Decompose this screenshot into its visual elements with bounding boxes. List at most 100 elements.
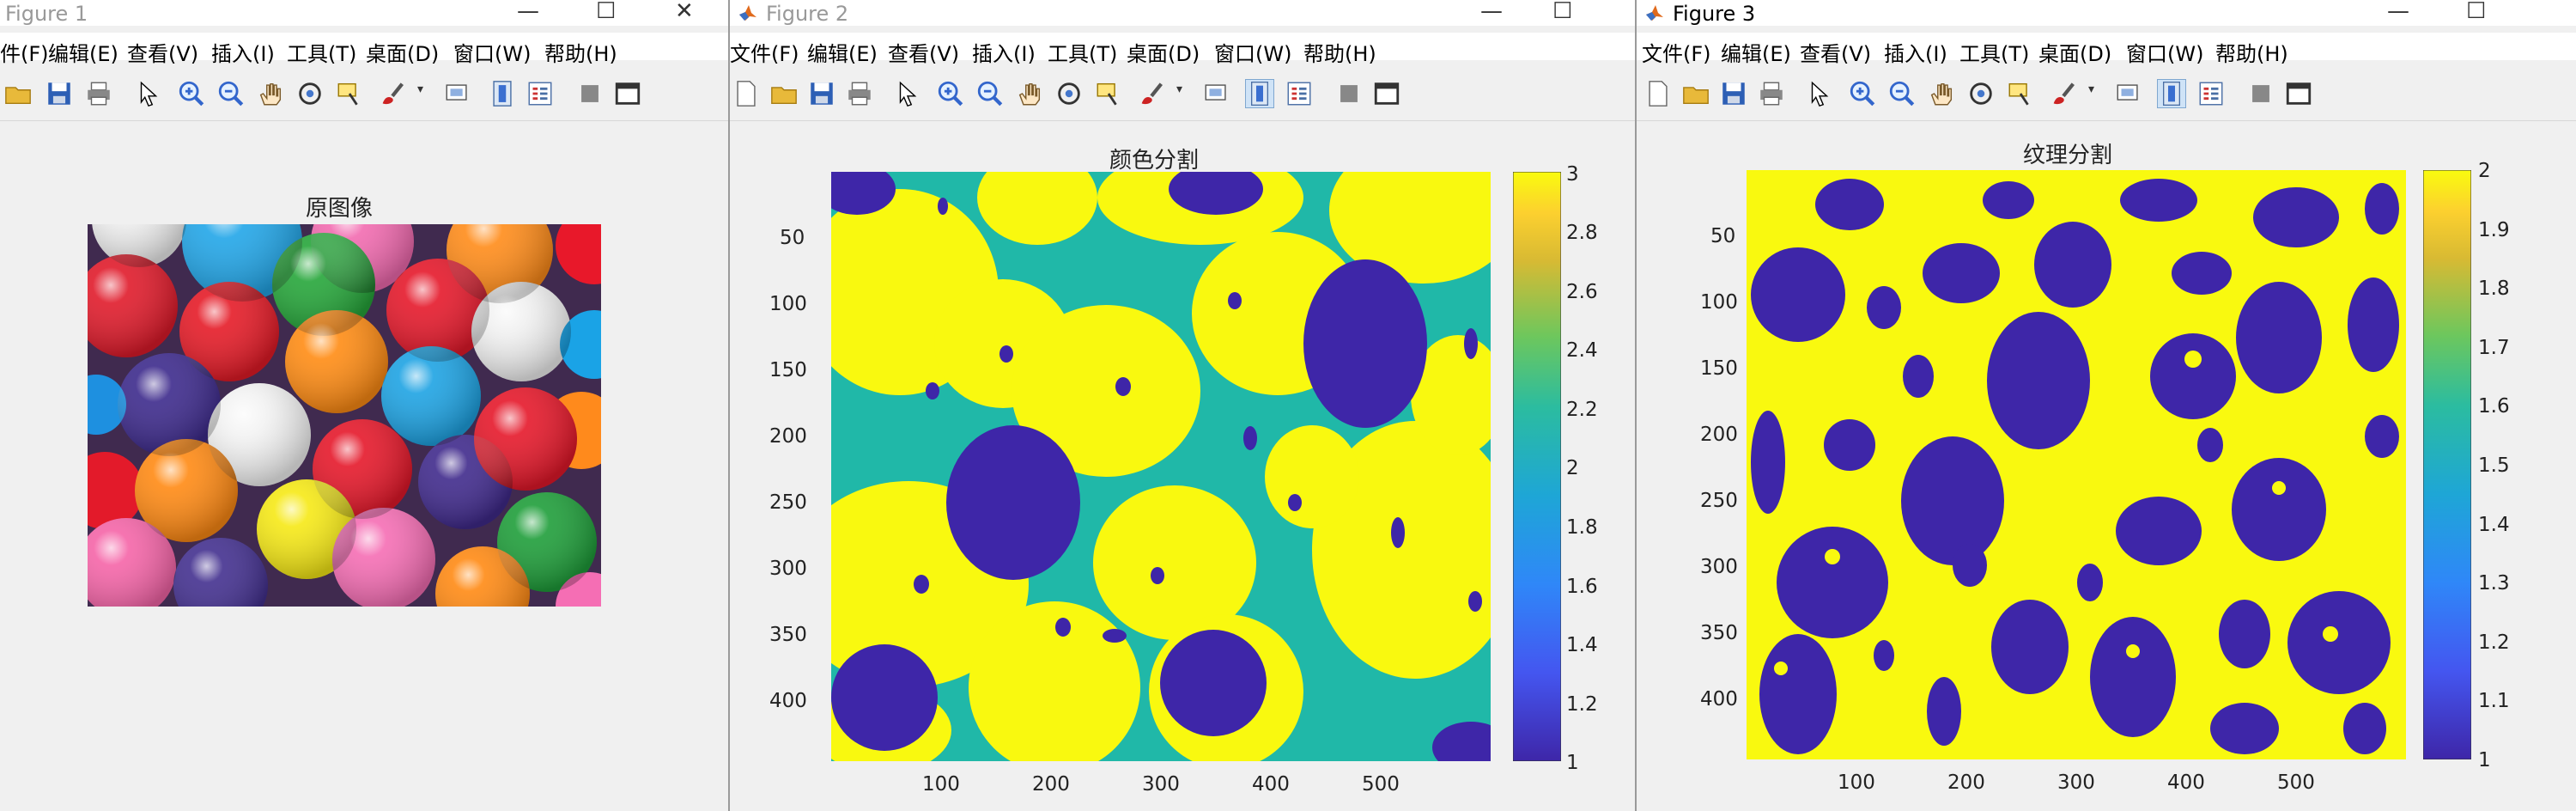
menu-bar: 文件(F) 编辑(E) 查看(V) 插入(I) 工具(T) 桌面(D) 窗口(W…: [730, 33, 1635, 66]
menu-insert[interactable]: 插入(I): [211, 42, 275, 66]
pointer-icon[interactable]: [1805, 79, 1834, 108]
link-icon[interactable]: [2114, 79, 2143, 108]
figure-1-window: Figure 1 — ☐ ✕ 件(F) 编辑(E) 查看(V) 插入(I) 工具…: [0, 0, 730, 811]
legend-icon[interactable]: [2196, 79, 2226, 108]
menu-window[interactable]: 窗口(W): [453, 42, 532, 66]
menu-file[interactable]: 文件(F): [1642, 42, 1711, 66]
minimize-icon[interactable]: —: [1480, 0, 1503, 24]
open-folder-icon[interactable]: [3, 79, 33, 108]
menu-desktop[interactable]: 桌面(D): [1127, 42, 1200, 66]
chevron-down-icon[interactable]: ▾: [2088, 82, 2095, 96]
axes-title: 颜色分割: [1109, 148, 1200, 174]
hide-tools-icon[interactable]: [2246, 79, 2275, 108]
menu-view[interactable]: 查看(V): [888, 42, 960, 66]
chevron-down-icon[interactable]: ▾: [1176, 82, 1183, 96]
new-icon[interactable]: [732, 79, 761, 108]
hide-tools-icon[interactable]: [1334, 79, 1364, 108]
save-icon[interactable]: [1719, 79, 1748, 108]
legend-icon[interactable]: [526, 79, 555, 108]
data-cursor-icon[interactable]: [2006, 79, 2035, 108]
x-tick: 500: [2277, 771, 2315, 794]
link-icon[interactable]: [443, 79, 472, 108]
zoom-out-icon[interactable]: [975, 79, 1005, 108]
matlab-logo-icon: [739, 5, 756, 21]
zoom-out-icon[interactable]: [1887, 79, 1917, 108]
data-cursor-icon[interactable]: [1094, 79, 1123, 108]
colorbar-tick: 3: [1566, 163, 1579, 186]
legend-icon[interactable]: [1285, 79, 1314, 108]
menu-tools[interactable]: 工具(T): [1048, 42, 1118, 66]
maximize-icon[interactable]: ☐: [2466, 0, 2487, 24]
y-tick: 200: [769, 425, 807, 448]
zoom-in-icon[interactable]: [1848, 79, 1877, 108]
y-tick: 400: [769, 690, 807, 712]
menu-help[interactable]: 帮助(H): [544, 42, 617, 66]
chevron-down-icon[interactable]: ▾: [417, 82, 424, 96]
colorbar: [2423, 170, 2471, 759]
open-folder-icon[interactable]: [769, 79, 799, 108]
print-icon[interactable]: [84, 79, 113, 108]
menu-desktop[interactable]: 桌面(D): [2038, 42, 2112, 66]
menu-edit[interactable]: 编辑(E): [1721, 42, 1791, 66]
menu-file[interactable]: 件(F): [0, 42, 49, 66]
x-tick: 100: [1838, 771, 1875, 794]
menu-insert[interactable]: 插入(I): [1884, 42, 1947, 66]
dock-icon[interactable]: [613, 79, 642, 108]
menu-bar: 件(F) 编辑(E) 查看(V) 插入(I) 工具(T) 桌面(D) 窗口(W)…: [0, 33, 728, 66]
link-icon[interactable]: [1202, 79, 1231, 108]
zoom-in-icon[interactable]: [177, 79, 206, 108]
brush-icon[interactable]: [1137, 79, 1166, 108]
minimize-icon[interactable]: —: [2387, 0, 2409, 24]
x-tick: 200: [1032, 773, 1070, 796]
menu-view[interactable]: 查看(V): [1800, 42, 1872, 66]
pan-hand-icon[interactable]: [1927, 79, 1956, 108]
menu-view[interactable]: 查看(V): [127, 42, 199, 66]
new-icon[interactable]: [1643, 79, 1673, 108]
menu-edit[interactable]: 编辑(E): [48, 42, 118, 66]
menu-desktop[interactable]: 桌面(D): [366, 42, 440, 66]
pointer-icon[interactable]: [893, 79, 922, 108]
menu-help[interactable]: 帮助(H): [2215, 42, 2288, 66]
dock-icon[interactable]: [1372, 79, 1401, 108]
hide-tools-icon[interactable]: [575, 79, 605, 108]
menu-tools[interactable]: 工具(T): [287, 42, 357, 66]
colorbar-icon[interactable]: [2157, 79, 2186, 108]
colorbar-icon[interactable]: [1245, 79, 1274, 108]
menu-file[interactable]: 文件(F): [730, 42, 799, 66]
menu-help[interactable]: 帮助(H): [1303, 42, 1376, 66]
minimize-icon[interactable]: —: [517, 0, 539, 24]
menu-window[interactable]: 窗口(W): [1214, 42, 1292, 66]
axes-title: 纹理分割: [2023, 143, 2113, 168]
maximize-icon[interactable]: ☐: [596, 0, 617, 24]
data-cursor-icon[interactable]: [335, 79, 364, 108]
y-tick: 50: [780, 227, 805, 249]
dock-icon[interactable]: [2284, 79, 2313, 108]
color-segmentation-image: [831, 172, 1491, 761]
colorbar-tick: 1.7: [2478, 337, 2510, 359]
rotate-icon[interactable]: [1966, 79, 1996, 108]
save-icon[interactable]: [45, 79, 74, 108]
colorbar-icon[interactable]: [488, 79, 517, 108]
zoom-in-icon[interactable]: [936, 79, 965, 108]
rotate-icon[interactable]: [295, 79, 325, 108]
x-tick: 100: [922, 773, 960, 796]
y-tick: 400: [1700, 688, 1738, 710]
maximize-icon[interactable]: ☐: [1552, 0, 1573, 24]
pan-hand-icon[interactable]: [256, 79, 285, 108]
pointer-icon[interactable]: [134, 79, 163, 108]
pan-hand-icon[interactable]: [1015, 79, 1044, 108]
menu-edit[interactable]: 编辑(E): [807, 42, 878, 66]
menu-tools[interactable]: 工具(T): [1959, 42, 2030, 66]
menu-insert[interactable]: 插入(I): [972, 42, 1036, 66]
rotate-icon[interactable]: [1054, 79, 1084, 108]
zoom-out-icon[interactable]: [216, 79, 246, 108]
print-icon[interactable]: [1757, 79, 1786, 108]
brush-icon[interactable]: [378, 79, 407, 108]
menu-window[interactable]: 窗口(W): [2126, 42, 2204, 66]
y-tick: 100: [1700, 291, 1738, 314]
close-icon[interactable]: ✕: [675, 0, 694, 24]
open-folder-icon[interactable]: [1681, 79, 1710, 108]
print-icon[interactable]: [845, 79, 874, 108]
brush-icon[interactable]: [2049, 79, 2078, 108]
save-icon[interactable]: [807, 79, 836, 108]
